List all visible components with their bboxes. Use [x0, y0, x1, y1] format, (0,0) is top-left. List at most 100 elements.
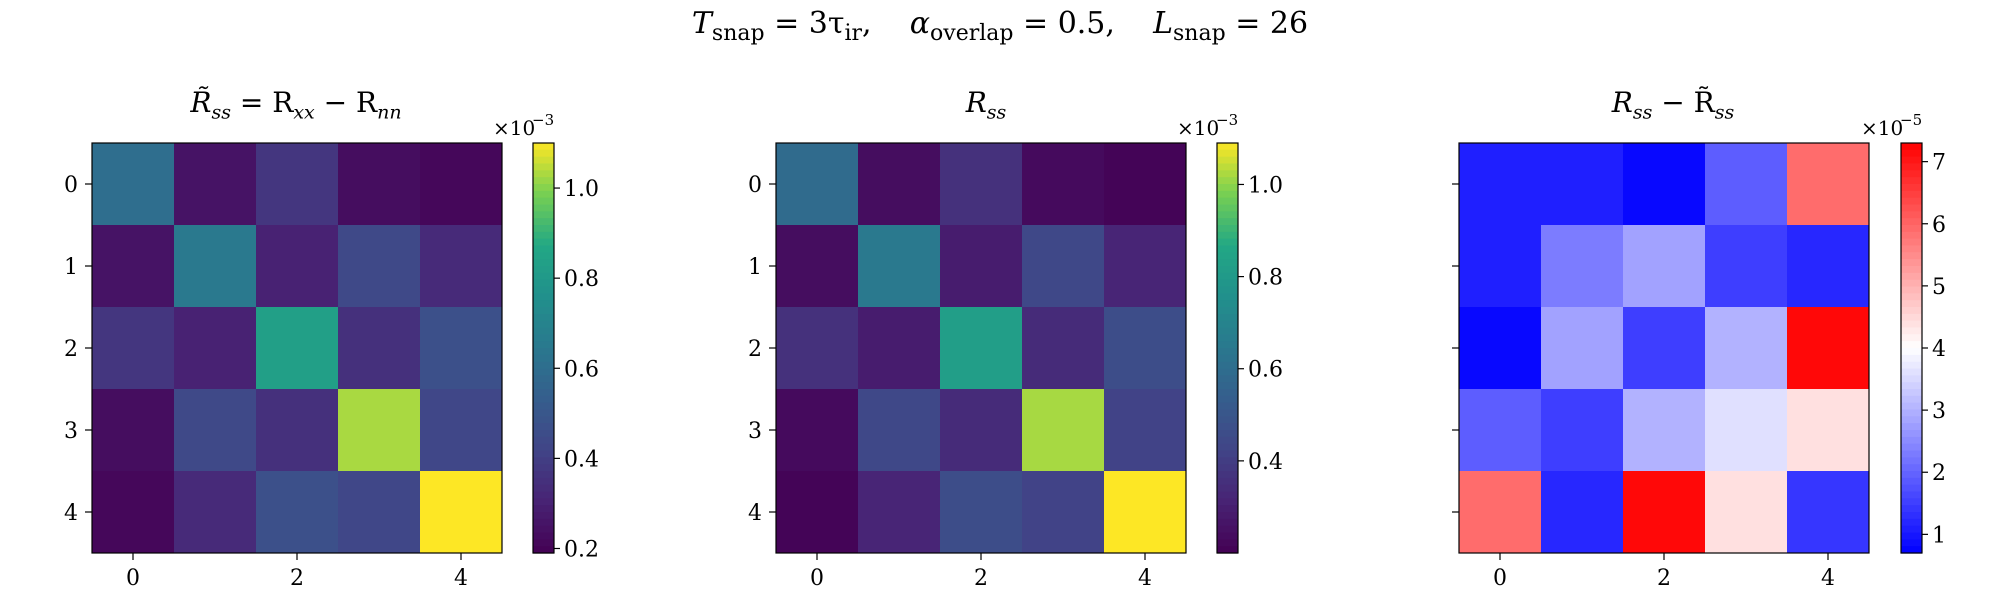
panel2-colorbar-strip	[1217, 457, 1238, 465]
panel3-colorbar-strip	[1901, 477, 1922, 486]
panel3-colorbar-strip	[1901, 272, 1922, 281]
suptitle-t-sub: snap	[711, 21, 765, 46]
panel1-colorbar-strip	[533, 313, 554, 322]
panel1-colorbar-strip	[533, 471, 554, 479]
panel2-colorbar-strip	[1217, 409, 1238, 417]
panel2-cell-r0-c1	[858, 143, 941, 226]
panel2-cell-r1-c1	[858, 225, 941, 308]
panel1-colorbar-tick-label-4: 1.0	[564, 177, 599, 202]
panel1-cell-r1-c2	[256, 225, 339, 308]
panel-title-middle: Rss	[776, 86, 1196, 124]
suptitle-alpha-value: = 0.5,	[1023, 6, 1115, 41]
panel2-colorbar-strip	[1217, 430, 1238, 438]
panel3-colorbar-tick-label-2: 3	[1932, 399, 1946, 424]
panel3-colorbar-strip	[1901, 389, 1922, 397]
panel3-cell-r4-c4	[1787, 471, 1870, 554]
panel3-colorbar-strip	[1901, 416, 1922, 424]
panel3-colorbar-strip	[1901, 307, 1922, 315]
panel2-colorbar-strip	[1217, 143, 1238, 151]
panel2-cell-r3-c2	[940, 389, 1023, 472]
panel1-colorbar-strip	[533, 464, 554, 472]
panel1-colorbar-strip	[533, 218, 554, 226]
panel3-colorbar-strip	[1901, 252, 1922, 260]
panel2-colorbar-strip	[1217, 498, 1238, 506]
panel1-cell-r2-c4	[420, 307, 503, 390]
panel2-colorbar-strip	[1217, 546, 1238, 554]
panel3-cell-r2-c0	[1459, 307, 1542, 390]
panel3-colorbar-strip	[1901, 505, 1922, 513]
panel1-colorbar-strip	[533, 197, 554, 206]
suptitle-l-sub: snap	[1173, 21, 1226, 46]
panel-title-middle-main: R	[965, 86, 987, 119]
panel2-colorbar-strip	[1217, 231, 1238, 240]
panel1-colorbar-tick-label-2: 0.6	[564, 357, 599, 382]
panel2-colorbar-strip	[1217, 190, 1238, 199]
panel-title-right: Rss − R̃ss	[1463, 86, 1883, 124]
suptitle-t-value-sub: ir	[844, 21, 863, 46]
suptitle-t-value: = 3τ	[774, 6, 845, 41]
panel3-cell-r0-c2	[1623, 143, 1706, 226]
panel1-cell-r2-c1	[174, 307, 257, 390]
panel1-colorbar-strip	[533, 368, 554, 376]
panel1-cell-r4-c3	[338, 471, 421, 554]
panel1-colorbar-strip	[533, 354, 554, 363]
panel-title-left-rest: = R	[231, 86, 294, 119]
panel2-colorbar-strip	[1217, 450, 1238, 458]
panel3-colorbar-strip	[1901, 491, 1922, 499]
panel3-colorbar-strip	[1901, 266, 1922, 274]
panel-title-middle-sub: ss	[986, 101, 1007, 124]
panel2-xtick-label-0: 0	[810, 566, 824, 591]
panel3-colorbar-strip	[1901, 320, 1922, 329]
panel1-colorbar-strip	[533, 252, 554, 260]
panel1-colorbar-strip	[533, 375, 554, 383]
panel1-colorbar-strip	[533, 423, 554, 431]
panel1-cell-r3-c3	[338, 389, 421, 472]
panel-title-left-sub: ss	[211, 101, 231, 124]
panel3-cell-r1-c3	[1705, 225, 1788, 308]
panel2-colorbar-strip	[1217, 361, 1238, 370]
panel1-colorbar-strip	[533, 402, 554, 411]
panel2-cell-r0-c0	[776, 143, 859, 226]
panel2-colorbar-strip	[1217, 539, 1238, 547]
panel3-xtick-label-1: 2	[1657, 566, 1671, 591]
panel-title-left: R̃ss = Rxx − Rnn	[86, 86, 506, 124]
panel3-colorbar-strip	[1901, 361, 1922, 370]
panel3-colorbar-strip	[1901, 457, 1922, 465]
panel3-cell-r2-c2	[1623, 307, 1706, 390]
panel2-colorbar-strip	[1217, 204, 1238, 212]
panel2-cell-r3-c1	[858, 389, 941, 472]
panel3-colorbar-strip	[1901, 546, 1922, 554]
panel2-colorbar-strip	[1217, 320, 1238, 329]
panel1-cell-r4-c2	[256, 471, 339, 554]
panel2-colorbar-strip	[1217, 266, 1238, 274]
panel2-colorbar-strip	[1217, 225, 1238, 233]
panel3-colorbar-tick-label-3: 4	[1932, 337, 1946, 362]
panel2-ytick-label-1: 1	[748, 255, 762, 280]
panel3-colorbar-strip	[1901, 156, 1922, 165]
panel2-colorbar-strip	[1217, 177, 1238, 185]
panel1-colorbar-strip	[533, 491, 554, 499]
panel1-colorbar-scale-exponent: −3	[532, 111, 554, 129]
panel2-colorbar-strip	[1217, 272, 1238, 281]
panel1-colorbar-strip	[533, 307, 554, 315]
panel2-colorbar-strip	[1217, 334, 1238, 342]
panel3-colorbar-strip	[1901, 231, 1922, 240]
panel3-cell-r4-c0	[1459, 471, 1542, 554]
panel1-colorbar-strip	[533, 143, 554, 151]
panel2-colorbar-strip	[1217, 354, 1238, 363]
panel1-ytick-label-1: 1	[64, 255, 78, 280]
panel3-colorbar-strip	[1901, 532, 1922, 540]
panel2-colorbar-strip	[1217, 491, 1238, 499]
panel2-colorbar-strip	[1217, 238, 1238, 247]
panel2-colorbar-strip	[1217, 211, 1238, 219]
panel2-colorbar-strip	[1217, 532, 1238, 540]
panel1-cell-r4-c4	[420, 471, 503, 554]
panel3-colorbar-strip	[1901, 327, 1922, 335]
panel1-colorbar-strip	[533, 348, 554, 356]
panel3-colorbar-strip	[1901, 464, 1922, 472]
panel3-colorbar-strip	[1901, 436, 1922, 445]
panel2-colorbar-strip	[1217, 525, 1238, 534]
panel1-colorbar-tick-label-1: 0.4	[564, 447, 599, 472]
panel3-colorbar-strip	[1901, 163, 1922, 171]
